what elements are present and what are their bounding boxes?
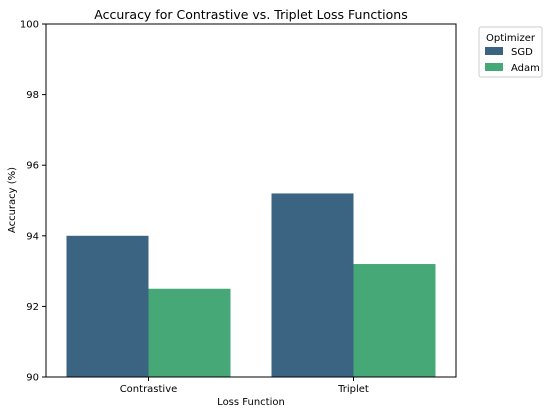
x-tick-label: Contrastive	[120, 384, 178, 395]
y-tick-label: 92	[26, 302, 39, 313]
y-tick-label: 98	[26, 90, 39, 101]
y-axis: 90 92 94 96 98 100	[20, 20, 46, 384]
y-axis-label: Accuracy (%)	[7, 167, 18, 233]
bar-adam-triplet	[353, 264, 436, 377]
legend-swatch-sgd	[485, 47, 503, 55]
legend: Optimizer SGD Adam	[478, 26, 543, 78]
y-tick-label: 94	[26, 231, 39, 242]
legend-label-sgd: SGD	[511, 47, 533, 58]
x-tick-label: Triplet	[337, 384, 369, 395]
legend-title: Optimizer	[486, 33, 536, 44]
plot-frame	[45, 23, 457, 378]
y-tick-label: 96	[26, 161, 39, 172]
bar-sgd-contrastive	[66, 235, 149, 377]
legend-swatch-adam	[485, 63, 503, 71]
x-axis-label: Loss Function	[217, 397, 285, 408]
bar-sgd-triplet	[271, 193, 354, 377]
y-tick-label: 90	[26, 373, 39, 384]
chart-title: Accuracy for Contrastive vs. Triplet Los…	[94, 7, 407, 22]
legend-label-adam: Adam	[511, 63, 540, 74]
y-tick-label: 100	[20, 20, 39, 31]
bar-adam-contrastive	[148, 288, 231, 377]
x-axis: Contrastive Triplet	[120, 377, 369, 395]
bars-group	[66, 193, 436, 377]
